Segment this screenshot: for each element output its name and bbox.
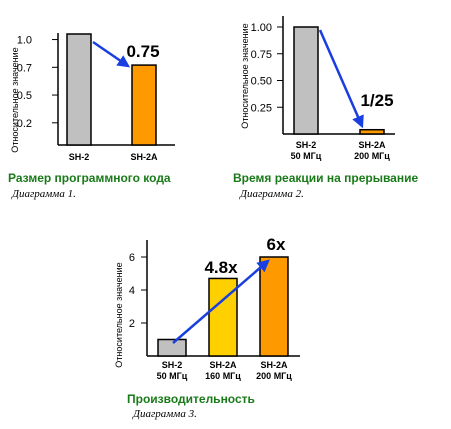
chart-2-category-label: SH-2A (358, 140, 386, 150)
chart-2-title: Время реакции на прерывание (233, 171, 418, 185)
chart-3-category-label: 200 МГц (256, 371, 292, 381)
chart-2: Относительное значение 0.250.500.751.00 … (233, 16, 418, 200)
chart-3-category-label: SH-2 (162, 360, 183, 370)
chart-3-annotation-1: 4.8x (204, 258, 238, 277)
chart-3-ytick-label: 2 (129, 318, 135, 330)
chart-3: Относительное значение 2 4 6 4.8x 6x SH-25… (114, 235, 300, 420)
chart-3-annotation-2: 6x (267, 235, 286, 254)
chart-2-ylabel: Относительное значение (240, 23, 250, 128)
chart-2-ytick-label: 1.00 (251, 22, 272, 34)
chart-2-caption: Диаграмма 2. (239, 188, 304, 200)
chart-1-caption: Диаграмма 1. (11, 188, 76, 200)
chart-1-arrow (92, 40, 131, 68)
chart-2-bar-2 (359, 128, 385, 135)
chart-3-category-label: SH-2A (260, 360, 288, 370)
chart-2-arrow (318, 29, 364, 129)
chart-3-bar-3 (259, 256, 289, 357)
chart-3-category-label: 160 МГц (205, 371, 241, 381)
chart-1-ylabel: Относительное значение (10, 47, 20, 152)
chart-1-category-label: SH-2A (130, 152, 158, 162)
chart-1-annotation: 0.75 (126, 42, 159, 61)
chart-2-ytick-label: 0.50 (251, 76, 272, 88)
chart-1-category-label: SH-2 (69, 152, 90, 162)
chart-2-bar-1 (293, 26, 319, 135)
chart-1-ytick-label: 1.0 (17, 35, 32, 47)
chart-3-title: Производительность (127, 392, 255, 406)
chart-1-ytick-label: 0.5 (17, 90, 32, 102)
chart-2-category-label: SH-2 (296, 140, 317, 150)
chart-3-category-label: SH-2A (209, 360, 237, 370)
chart-2-category-label: 50 МГц (291, 151, 322, 161)
chart-1-title: Размер программного кода (8, 171, 171, 185)
chart-1-ytick-label: 0.2 (17, 118, 32, 130)
chart-1-ytick-label: 0.7 (17, 62, 32, 74)
chart-1-bar-2 (131, 64, 157, 146)
chart-2-ytick-label: 0.25 (251, 102, 272, 114)
chart-3-arrow (172, 259, 270, 344)
chart-1: Относительное значение 0.2 0.5 0.7 1.0 0.75… (8, 33, 175, 200)
chart-2-category-label: 200 МГц (354, 151, 390, 161)
chart-3-bar-1 (157, 338, 187, 357)
chart-2-annotation: 1/25 (360, 91, 393, 110)
chart-1-bar-1 (66, 33, 92, 146)
chart-3-ylabel: Относительное значение (114, 262, 124, 367)
chart-3-ytick-label: 4 (129, 285, 135, 297)
chart-3-caption: Диаграмма 3. (132, 408, 197, 420)
chart-2-ytick-label: 0.75 (251, 49, 272, 61)
chart-3-ytick-label: 6 (129, 252, 135, 264)
chart-3-category-label: 50 МГц (157, 371, 188, 381)
